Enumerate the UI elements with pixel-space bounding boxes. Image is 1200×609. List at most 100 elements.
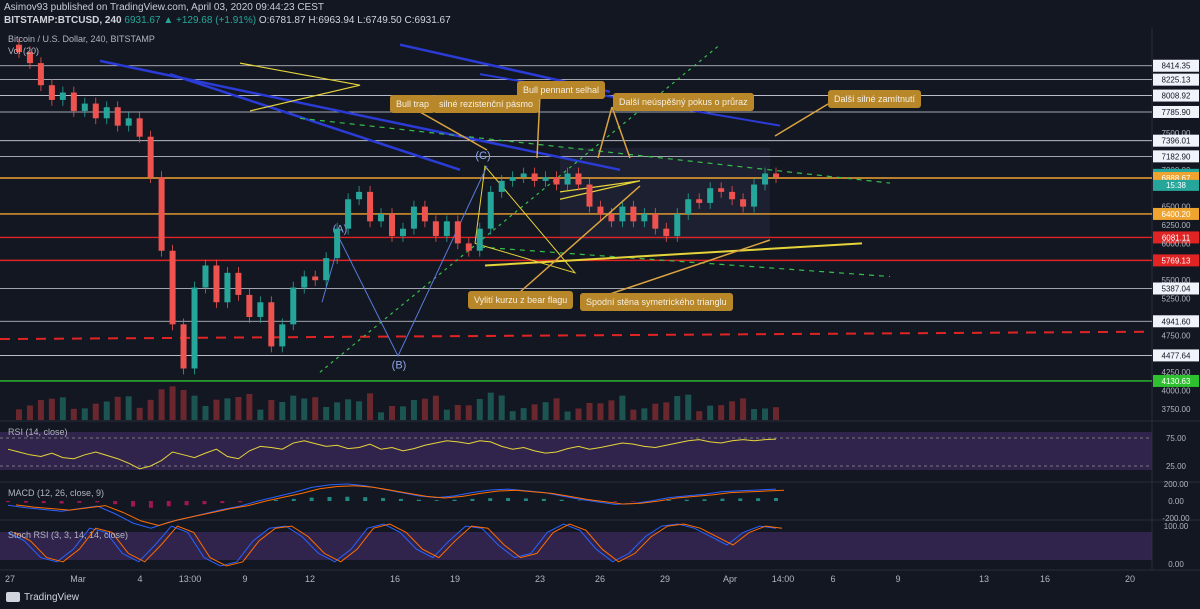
macd-histogram [184,501,189,506]
candle-body [718,188,725,192]
main-legend[interactable]: Bitcoin / U.S. Dollar, 240, BITSTAMP [8,34,155,44]
volume-bar [59,397,66,420]
price-tick: 7785.90 [1162,108,1191,117]
countdown-text: 15:38 [1166,181,1187,190]
macd-histogram [381,498,386,501]
candle-body [465,243,472,251]
macd-histogram [166,501,171,507]
candle-body [114,107,121,126]
macd-histogram [559,499,564,501]
wave-label: (B) [392,359,407,371]
ohlc-values: O:6781.87 H:6963.94 L:6749.50 C:6931.67 [258,15,451,26]
green-dashed-bottom [479,246,891,278]
price-tick: 4941.60 [1162,317,1191,326]
volume-bar [224,398,231,420]
volume-bar [81,408,88,420]
note-bull-trap: Bull trap [390,95,436,113]
stoch-d-line [13,523,783,567]
volume-bar [290,395,297,420]
volume-bar [531,404,538,420]
macd-histogram [131,501,136,507]
candle-body [663,228,670,237]
volume-bar [378,412,385,420]
candle-body [169,250,176,325]
candle-body [279,324,286,347]
time-tick: Apr [723,574,737,584]
candle-body [410,206,417,229]
candle-body [301,276,308,288]
time-tick: 29 [660,574,670,584]
price-tag [1153,374,1199,387]
volume-bar [762,408,769,420]
blue-channel-lower [169,72,461,171]
volume-bar [356,401,363,420]
price-tag-bg [1153,59,1199,72]
price-tick: 4000.00 [1162,387,1191,396]
candle-body [367,191,374,222]
price-tick: 8414.35 [1162,62,1191,71]
price-tick: 6500.00 [1162,203,1191,212]
tradingview-logo-icon [6,592,20,603]
price-tag [1153,231,1199,244]
candle-body [224,272,231,303]
volume-bar [180,390,187,420]
time-tick: 12 [305,574,315,584]
macd-histogram [416,499,421,501]
candle-body [498,180,505,192]
candle-body [345,199,352,229]
candle-body [740,199,747,207]
volume-bar [740,398,747,420]
price-tag-bg [1153,315,1199,328]
macd-histogram [327,496,332,501]
annotation-pointer [609,239,771,295]
stoch-legend[interactable]: Stoch RSI (3, 3, 14, 14, close) [8,530,129,540]
price-tag-bg [1153,73,1199,86]
candle-body [487,191,494,229]
wave-path [321,165,488,358]
volume-bar [246,394,253,420]
candle-body [37,63,44,86]
price-change: ▲ +129.68 (+1.91%) [163,15,257,26]
volume-bar [301,398,308,420]
volume-bar [421,398,428,420]
candle-body [564,173,571,185]
macd-legend[interactable]: MACD (12, 26, close, 9) [8,488,105,498]
candle-body [202,265,209,288]
price-tick: 5500.00 [1162,276,1191,285]
candle-body [92,103,99,119]
price-tick: 8008.92 [1162,92,1191,101]
volume-bar [103,401,110,420]
time-tick: 9 [895,574,900,584]
macd-histogram [434,500,439,501]
volume-bar [476,399,483,420]
candle-body [575,173,582,185]
macd-histogram [59,501,64,504]
volume-bar [257,409,264,420]
author-line: Asimov93 published on TradingView.com, A… [4,2,325,13]
rsi-line [7,438,777,470]
time-tick: 20 [1125,574,1135,584]
price-tag-bg [1153,89,1199,102]
price-tick: 4130.63 [1162,377,1191,386]
volume-bar [443,409,450,420]
green-dashed-top [299,117,891,184]
candle-body [334,228,341,259]
volume-bar [729,401,736,420]
volume-bar [15,409,22,420]
candle-body [15,44,22,53]
last-price: 6931.67 [124,15,161,26]
candle-body [674,213,681,237]
stoch-tick: 100.00 [1164,522,1189,531]
volume-bar [652,403,659,420]
volume-bar [158,389,165,420]
candle-body [191,287,198,369]
annotation-pointer [611,106,631,159]
volume-bar [718,405,725,420]
symbol-label[interactable]: BITSTAMP:BTCUSD, 240 [4,15,122,26]
vol-legend[interactable]: Vol (20) [8,46,40,56]
volume-bar [26,405,33,420]
rsi-legend[interactable]: RSI (14, close) [8,427,68,437]
note-pennant: Bull pennant selhal [517,81,606,99]
annotation-pointer [419,111,488,151]
